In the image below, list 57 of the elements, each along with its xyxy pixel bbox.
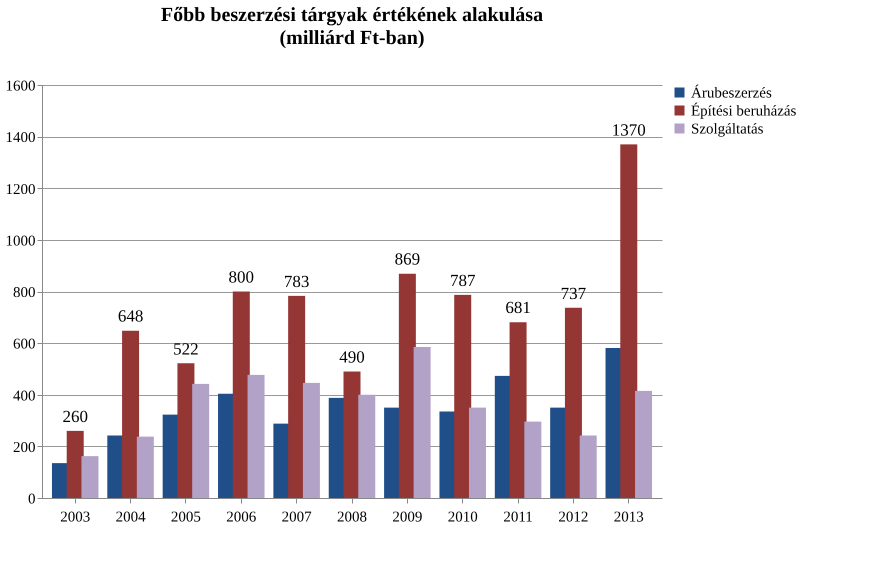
data-label: 869 xyxy=(394,250,420,269)
legend-label: Építési beruházás xyxy=(691,102,797,120)
bar xyxy=(232,292,250,498)
data-label: 783 xyxy=(284,272,310,291)
data-label: 260 xyxy=(62,406,88,426)
bar xyxy=(580,436,597,498)
bar xyxy=(454,294,472,498)
bar xyxy=(398,274,416,498)
data-label: 522 xyxy=(173,339,199,358)
x-tick-label: 2005 xyxy=(170,510,201,526)
bar xyxy=(192,384,210,498)
bar xyxy=(248,374,265,498)
y-tick-label: 0 xyxy=(28,492,36,508)
data-label: 737 xyxy=(560,284,587,303)
chart-subtitle: (milliárd Ft-ban) xyxy=(280,27,424,49)
bar xyxy=(288,296,306,498)
y-tick-label: 200 xyxy=(13,440,36,456)
bar xyxy=(136,436,154,498)
bar xyxy=(66,430,84,498)
bar xyxy=(414,346,431,498)
bar xyxy=(81,456,98,498)
bar xyxy=(510,322,527,498)
data-label: 681 xyxy=(505,298,531,318)
bar xyxy=(564,308,582,498)
legend-label: Szolgáltatás xyxy=(691,122,764,138)
x-tick-label: 2012 xyxy=(558,510,588,526)
bar xyxy=(302,382,320,498)
bar xyxy=(358,394,376,498)
x-tick-label: 2010 xyxy=(448,510,478,526)
x-tick-label: 2003 xyxy=(60,510,90,526)
bar xyxy=(468,408,486,498)
x-tick-label: 2004 xyxy=(116,510,146,526)
legend-label: Árubeszerzés xyxy=(691,84,772,102)
x-tick-label: 2007 xyxy=(282,510,312,526)
x-tick-label: 2009 xyxy=(392,510,422,526)
data-label: 787 xyxy=(450,270,476,290)
y-tick-label: 1200 xyxy=(6,182,36,198)
y-tick-label: 1600 xyxy=(6,78,36,94)
chart-title: Főbb beszerzési tárgyak értékének alakulása xyxy=(160,4,544,26)
data-label: 490 xyxy=(339,348,365,367)
x-tick-label: 2008 xyxy=(337,510,367,526)
y-tick-label: 800 xyxy=(13,285,36,301)
bar xyxy=(344,372,360,498)
y-tick-label: 1000 xyxy=(6,233,36,250)
bar xyxy=(122,330,140,498)
x-tick-label: 2011 xyxy=(503,510,533,526)
x-tick-label: 2013 xyxy=(614,510,644,526)
data-label: 800 xyxy=(228,268,254,286)
x-tick-label: 2006 xyxy=(226,510,257,526)
data-label: 1370 xyxy=(612,120,646,140)
bar xyxy=(620,144,638,498)
y-tick-label: 1400 xyxy=(6,130,36,146)
y-tick-label: 600 xyxy=(13,336,36,353)
y-tick-label: 400 xyxy=(13,388,36,404)
bar xyxy=(635,390,652,498)
bar xyxy=(524,422,542,498)
data-label: 648 xyxy=(118,306,144,326)
